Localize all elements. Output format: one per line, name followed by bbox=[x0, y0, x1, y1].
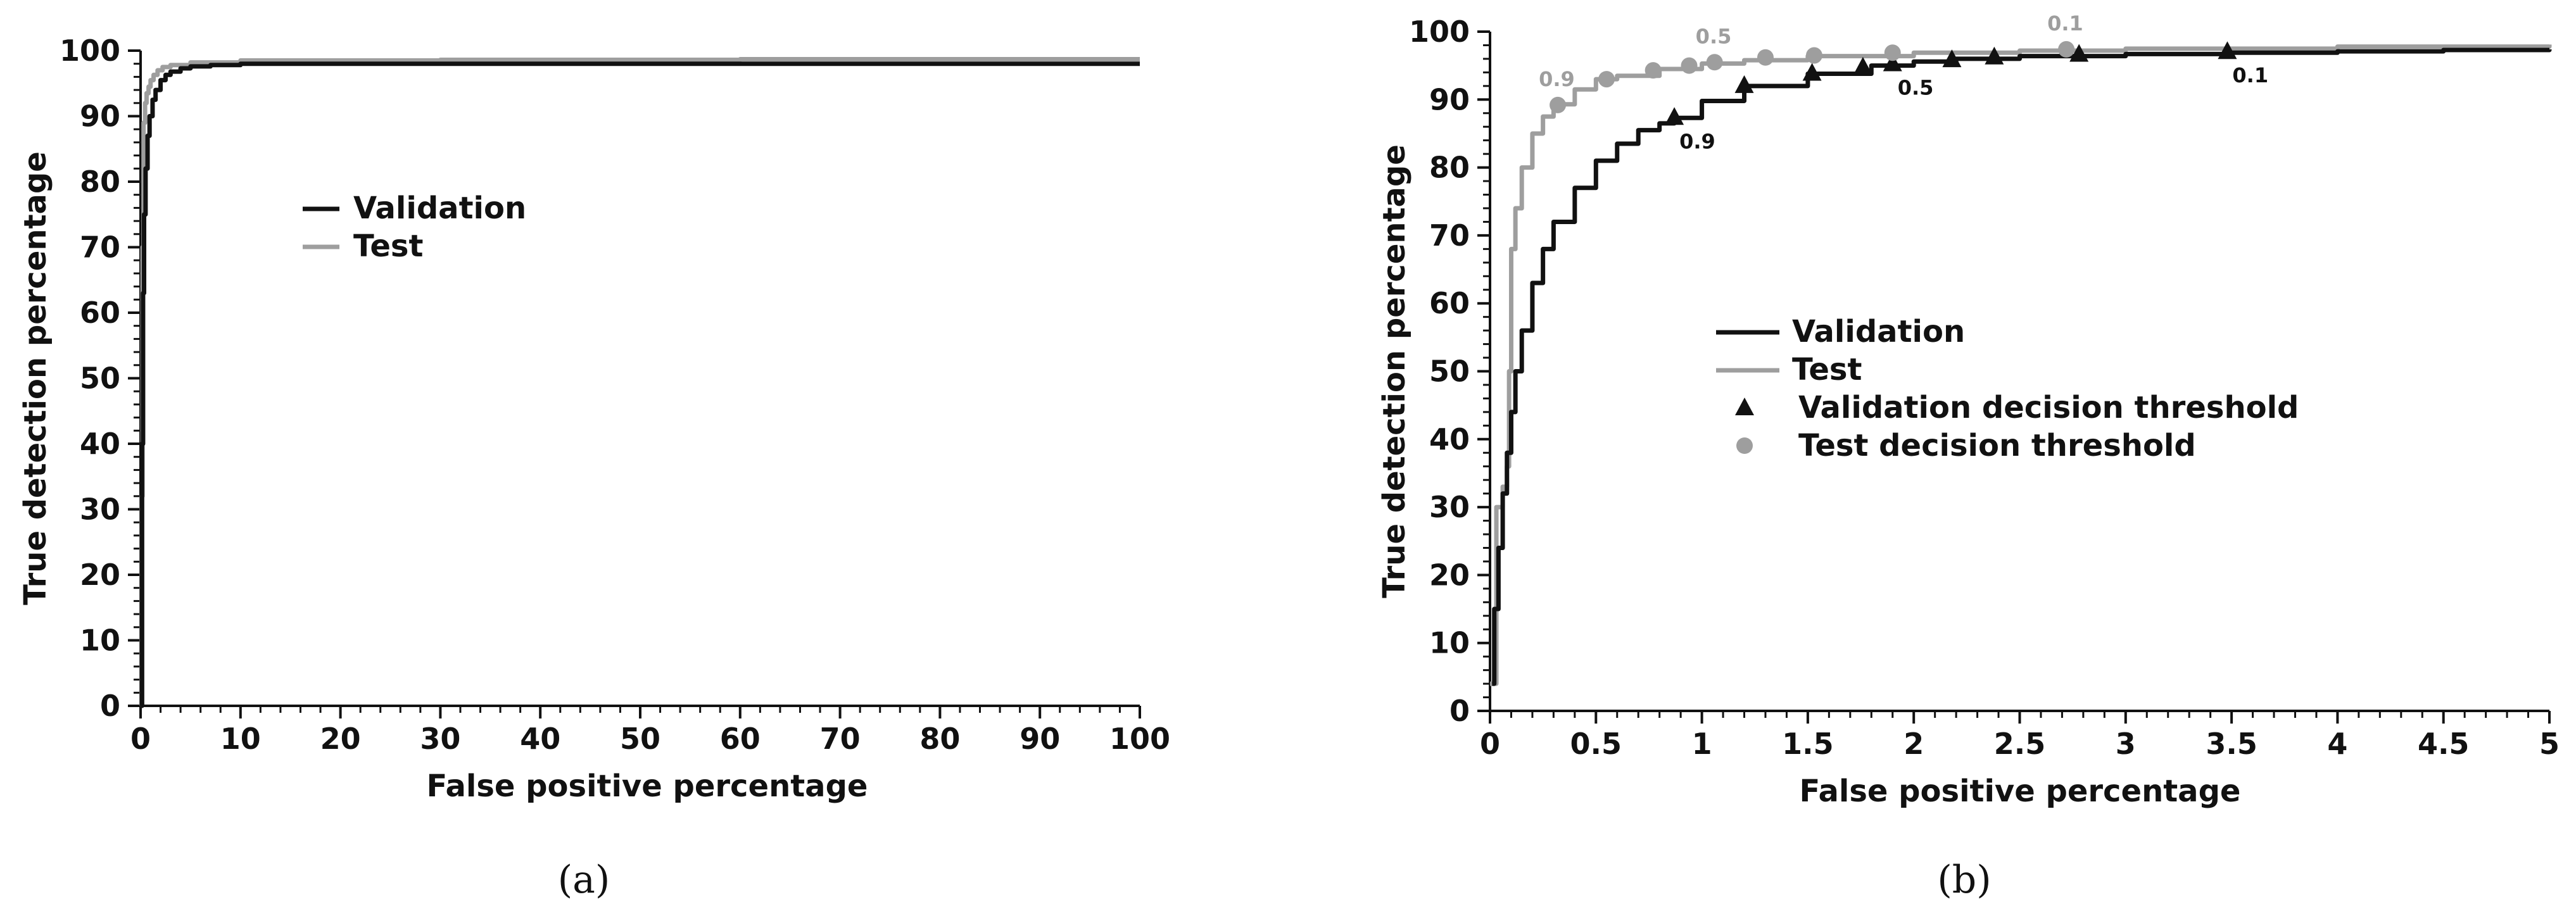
x-tick-label: 90 bbox=[1020, 722, 1060, 756]
test-threshold-marker bbox=[1884, 44, 1901, 61]
y-tick-label: 10 bbox=[1429, 626, 1470, 660]
y-tick-label: 30 bbox=[1429, 490, 1470, 524]
threshold-annotation: 0.5 bbox=[1898, 76, 1934, 100]
x-tick-label: 40 bbox=[520, 722, 560, 756]
y-tick-label: 20 bbox=[1429, 558, 1470, 592]
x-tick-label: 5 bbox=[2539, 727, 2560, 761]
x-tick-label: 60 bbox=[720, 722, 761, 756]
series-line-validation bbox=[139, 61, 1140, 708]
x-tick-label: 2 bbox=[1904, 727, 1924, 761]
x-tick-label: 4.5 bbox=[2418, 727, 2470, 761]
y-tick-label: 10 bbox=[80, 624, 120, 658]
threshold-annotation: 0.9 bbox=[1539, 67, 1575, 91]
panel-label: (b) bbox=[1937, 858, 1991, 902]
validation-threshold-marker bbox=[2218, 41, 2237, 60]
series-line-test bbox=[139, 56, 1140, 708]
x-axis-label: False positive percentage bbox=[1800, 774, 2241, 809]
test-threshold-marker bbox=[1645, 62, 1662, 79]
validation-threshold-marker bbox=[1802, 63, 1822, 81]
x-tick-label: 80 bbox=[919, 722, 960, 756]
x-tick-label: 10 bbox=[220, 722, 261, 756]
y-tick-label: 80 bbox=[80, 165, 120, 199]
validation-threshold-marker bbox=[1985, 46, 2004, 65]
validation-threshold-marker bbox=[1883, 53, 1902, 72]
x-tick-label: 3 bbox=[2116, 727, 2136, 761]
y-tick-label: 70 bbox=[80, 230, 120, 265]
x-tick-label: 1 bbox=[1692, 727, 1712, 761]
test-threshold-marker bbox=[2058, 41, 2075, 58]
x-tick-label: 0 bbox=[130, 722, 151, 756]
y-tick-label: 30 bbox=[80, 493, 120, 527]
chart-panel-a: 0 10 20 30 40 50 60 70 80 90 100 0 10 20 30 40 50 60 70 80 9… bbox=[18, 34, 1170, 902]
legend-label: Test bbox=[353, 229, 423, 264]
legend-label: Validation decision threshold bbox=[1798, 390, 2299, 425]
y-tick-label: 20 bbox=[80, 558, 120, 592]
y-tick-label: 50 bbox=[1429, 354, 1470, 389]
y-tick-label: 80 bbox=[1429, 151, 1470, 185]
panel-label: (a) bbox=[558, 858, 610, 902]
test-threshold-marker bbox=[1681, 57, 1698, 74]
test-threshold-marker bbox=[1757, 49, 1774, 66]
threshold-annotation: 0.9 bbox=[1679, 129, 1715, 153]
y-tick-label: 90 bbox=[1429, 82, 1470, 116]
legend-label: Validation bbox=[1792, 314, 1965, 349]
legend-triangle-marker bbox=[1735, 398, 1754, 415]
y-tick-label: 90 bbox=[80, 99, 120, 134]
x-tick-label: 20 bbox=[320, 722, 361, 756]
validation-threshold-marker bbox=[1665, 107, 1684, 125]
x-tick-label: 100 bbox=[1109, 722, 1170, 756]
y-axis-label: True detection percentage bbox=[1377, 144, 1412, 598]
x-tick-label: 50 bbox=[620, 722, 660, 756]
x-tick-label: 4 bbox=[2327, 727, 2347, 761]
y-tick-label: 70 bbox=[1429, 218, 1470, 253]
validation-threshold-marker bbox=[2069, 44, 2089, 62]
y-tick-label: 0 bbox=[100, 689, 120, 723]
y-tick-label: 60 bbox=[80, 296, 120, 330]
y-tick-label: 0 bbox=[1449, 694, 1470, 728]
x-axis-label: False positive percentage bbox=[427, 769, 868, 804]
test-threshold-marker bbox=[1706, 54, 1723, 71]
threshold-annotation: 0.1 bbox=[2232, 63, 2268, 87]
x-tick-label: 0 bbox=[1480, 727, 1500, 761]
series-line-test bbox=[1490, 44, 2552, 686]
x-tick-label: 2.5 bbox=[1994, 727, 2046, 761]
x-tick-label: 70 bbox=[820, 722, 861, 756]
y-tick-label: 100 bbox=[1409, 15, 1470, 49]
legend-circle-marker bbox=[1736, 437, 1753, 454]
y-tick-label: 100 bbox=[60, 34, 120, 68]
x-tick-label: 1.5 bbox=[1782, 727, 1834, 761]
test-threshold-marker bbox=[1805, 47, 1822, 64]
x-tick-label: 30 bbox=[420, 722, 460, 756]
test-threshold-marker bbox=[1598, 71, 1615, 88]
x-tick-label: 3.5 bbox=[2206, 727, 2257, 761]
legend-label: Test decision threshold bbox=[1798, 428, 2196, 463]
legend-label: Test bbox=[1792, 352, 1862, 387]
validation-threshold-marker bbox=[1853, 56, 1872, 75]
chart-panel-b: 0 0.5 1 1.5 2 2.5 3 3.5 4 4.5 50102030405060708090… bbox=[1377, 11, 2560, 902]
y-tick-label: 50 bbox=[80, 361, 120, 396]
y-tick-label: 60 bbox=[1429, 286, 1470, 320]
test-threshold-marker bbox=[1550, 96, 1567, 113]
series-line-validation bbox=[1492, 47, 2552, 686]
threshold-annotation: 0.1 bbox=[2047, 11, 2083, 35]
y-tick-label: 40 bbox=[1429, 422, 1470, 456]
y-axis-label: True detection percentage bbox=[18, 151, 53, 605]
y-tick-label: 40 bbox=[80, 427, 120, 461]
legend-label: Validation bbox=[353, 191, 526, 226]
x-tick-label: 0.5 bbox=[1570, 727, 1622, 761]
validation-threshold-marker bbox=[1942, 49, 1962, 68]
validation-threshold-marker bbox=[1734, 75, 1754, 93]
threshold-annotation: 0.5 bbox=[1696, 24, 1732, 48]
